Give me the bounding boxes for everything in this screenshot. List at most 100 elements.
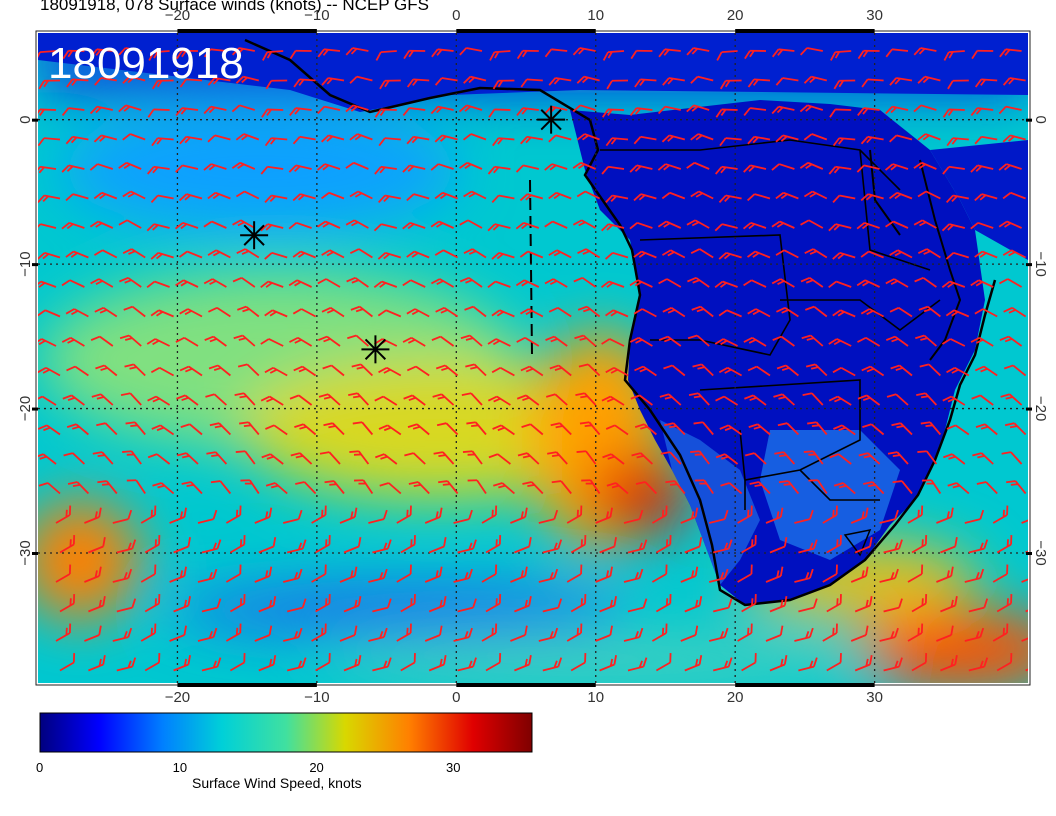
wind-barb xyxy=(773,393,796,406)
wind-barb xyxy=(93,249,118,259)
wind-barb xyxy=(150,194,174,203)
wind-barb xyxy=(573,276,597,288)
wind-barb xyxy=(375,453,398,465)
wind-barb xyxy=(516,107,539,116)
wind-barb xyxy=(225,623,242,642)
wind-barb xyxy=(294,423,317,436)
wind-barb xyxy=(744,49,767,60)
wind-barb xyxy=(602,50,625,61)
wind-barb xyxy=(828,280,852,289)
wind-barb xyxy=(491,309,515,318)
wind-barb xyxy=(771,48,795,58)
wind-barb xyxy=(459,161,483,170)
lat-tick-mark-right xyxy=(1026,263,1032,267)
wind-barb xyxy=(265,79,288,90)
wind-barb xyxy=(493,482,515,495)
wind-barb xyxy=(430,105,454,115)
wind-barb xyxy=(794,627,814,642)
wind-barb xyxy=(492,137,515,147)
wind-barb xyxy=(687,334,710,347)
wind-barb xyxy=(998,163,1022,171)
wind-barb xyxy=(90,278,114,288)
wind-barb xyxy=(1002,134,1026,143)
wind-barb xyxy=(38,338,57,347)
wind-barb xyxy=(88,596,106,613)
wind-barb xyxy=(879,568,899,583)
wind-barb xyxy=(545,335,568,347)
lon-tick-label-bottom: 10 xyxy=(587,689,604,706)
wind-barb xyxy=(463,248,487,259)
wind-barb xyxy=(436,422,459,436)
wind-barb xyxy=(630,49,653,60)
frame-segment xyxy=(735,683,875,687)
wind-barb xyxy=(826,535,842,554)
wind-barb xyxy=(771,105,795,115)
wind-barb xyxy=(201,598,222,613)
wind-barb xyxy=(229,653,246,672)
wind-barb xyxy=(800,276,824,288)
wind-barb xyxy=(520,78,543,88)
wind-barb xyxy=(661,249,686,259)
wind-barb xyxy=(747,365,771,377)
wind-barb xyxy=(92,451,114,465)
wind-barb xyxy=(487,395,511,406)
wind-barb xyxy=(719,137,742,147)
wind-barb xyxy=(828,165,852,175)
wind-barb xyxy=(822,623,838,642)
wind-barb xyxy=(519,250,544,259)
wind-barb xyxy=(400,535,416,554)
wind-barb xyxy=(368,627,388,642)
wind-barb xyxy=(627,657,648,672)
wind-barb xyxy=(229,535,246,554)
wind-barb xyxy=(719,79,742,90)
wind-barb xyxy=(635,481,658,495)
wind-barb xyxy=(747,135,771,145)
lat-tick-label-left: −30 xyxy=(17,540,34,565)
wind-barb xyxy=(175,279,199,288)
wind-barb xyxy=(315,535,331,554)
wind-barb xyxy=(235,190,260,200)
wind-barb xyxy=(911,653,928,672)
wind-barb xyxy=(992,505,1009,524)
wind-barb xyxy=(538,627,559,642)
wind-barb xyxy=(605,424,629,436)
wind-barb xyxy=(971,49,994,60)
wind-barb xyxy=(320,191,345,200)
wind-barb xyxy=(633,250,657,259)
lat-tick-mark-left xyxy=(32,552,38,555)
wind-barb xyxy=(974,365,998,377)
wind-barb xyxy=(776,364,799,377)
wind-barb xyxy=(66,78,89,88)
wind-barb xyxy=(317,335,341,347)
wind-barb xyxy=(317,105,341,115)
lat-tick-mark-left xyxy=(32,263,38,267)
wind-barb xyxy=(832,309,856,318)
wind-barb xyxy=(488,453,511,465)
wind-barb xyxy=(457,657,477,672)
wind-barb xyxy=(996,535,1013,554)
wind-barb xyxy=(661,191,686,200)
wind-barb xyxy=(348,392,370,406)
wind-barb xyxy=(718,251,742,260)
wind-barb xyxy=(680,566,699,583)
wind-barb xyxy=(207,191,231,200)
wind-barb xyxy=(801,334,824,347)
wind-barb xyxy=(515,164,540,173)
wind-barb xyxy=(911,594,928,613)
wind-barb xyxy=(798,598,818,613)
wind-barb xyxy=(347,334,369,347)
wind-barb xyxy=(89,220,114,229)
wind-barb xyxy=(209,422,232,436)
wind-barb xyxy=(261,108,284,118)
wind-barb xyxy=(368,509,388,524)
wind-barb xyxy=(481,623,498,642)
wind-barb xyxy=(152,482,175,495)
lat-tick-mark-right xyxy=(1026,118,1032,122)
wind-barb xyxy=(549,364,572,377)
wind-barb xyxy=(749,481,771,495)
wind-barb xyxy=(461,392,483,406)
lon-tick-label-bottom: 0 xyxy=(452,689,460,706)
wind-barb xyxy=(970,107,994,116)
wind-barb xyxy=(879,627,899,642)
wind-barb xyxy=(289,394,313,406)
